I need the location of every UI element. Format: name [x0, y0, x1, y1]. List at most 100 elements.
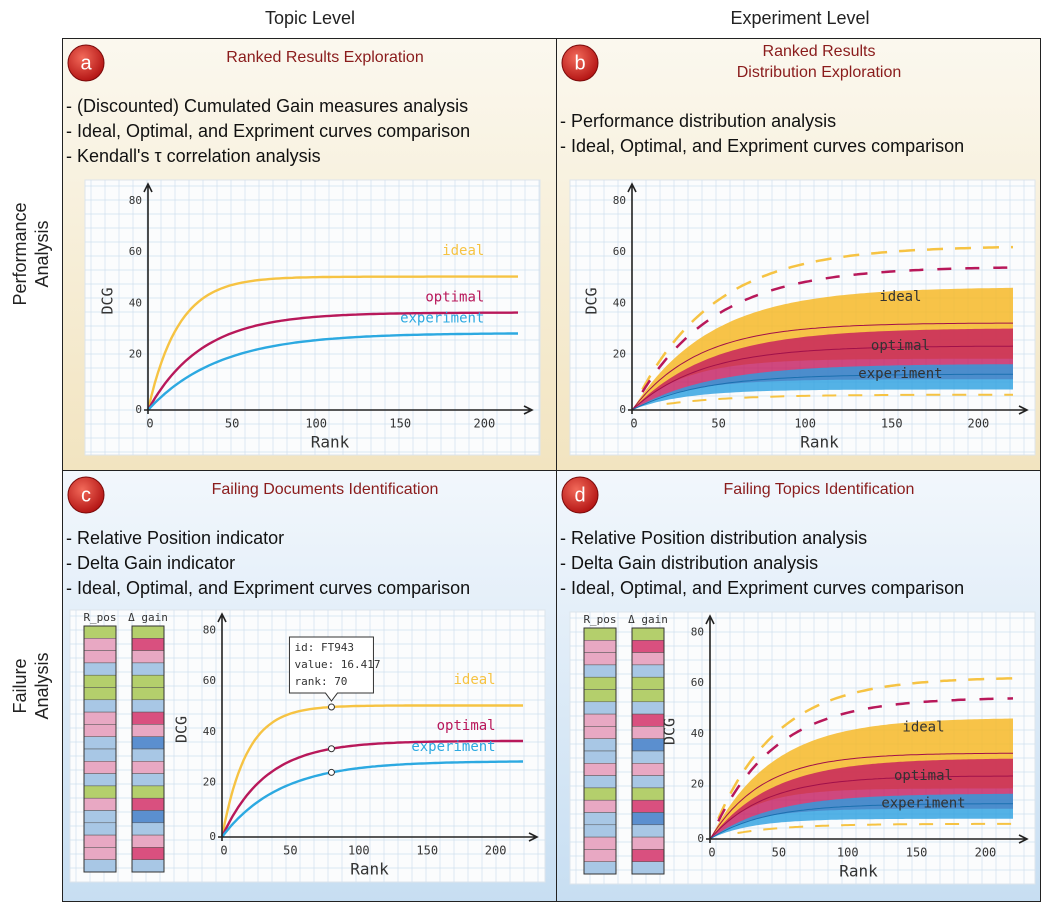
bullet: - Delta Gain distribution analysis: [560, 553, 818, 573]
indicator-column: [131, 625, 165, 873]
panel-title: Distribution Exploration: [737, 64, 902, 81]
sketch-curve: [147, 332, 518, 411]
curve-label: ideal: [453, 672, 495, 688]
indicator-cell: [131, 724, 165, 737]
sketch-curve: [146, 275, 518, 411]
indicator-cell: [583, 799, 617, 813]
column-header: Experiment Level: [730, 8, 869, 28]
bullet: - Relative Position distribution analysi…: [560, 528, 867, 548]
x-tick-label: 150: [881, 417, 903, 431]
indicator-cell: [83, 773, 117, 787]
indicator-cell: [631, 824, 665, 838]
indicator-cell: [631, 812, 665, 826]
indicator-cell: [583, 713, 617, 727]
row-header: Performance Analysis: [10, 202, 52, 305]
bullet: - Ideal, Optimal, and Expriment curves c…: [560, 578, 964, 598]
y-tick-label: 40: [203, 725, 216, 738]
indicator-cell: [583, 836, 617, 850]
sketch-curve: [146, 311, 518, 411]
panel-title: Ranked Results: [763, 43, 876, 60]
badge: [67, 44, 105, 82]
indicator-cell: [131, 773, 165, 787]
bound-dashed: [737, 822, 1013, 834]
x-tick-label: 150: [416, 844, 438, 858]
y-tick-label: 0: [697, 832, 704, 845]
bullet: - Ideal, Optimal, and Expriment curves c…: [560, 136, 964, 156]
indicator-cell: [131, 859, 165, 873]
y-axis: [217, 612, 227, 841]
y-axis: [705, 614, 715, 843]
x-axis-label: Rank: [350, 860, 389, 879]
y-tick-label: 20: [613, 348, 626, 361]
indicator-cell: [631, 713, 665, 727]
indicator-cell: [131, 674, 165, 688]
panel: b Ranked Results Distribution Exploration -…: [560, 43, 1036, 456]
curve-label: optimal: [437, 718, 496, 734]
indicator-cell: [631, 787, 665, 801]
x-tick-label: 200: [474, 417, 496, 431]
panel-title: Failing Documents Identification: [212, 481, 439, 498]
indicator-cell: [631, 750, 665, 764]
indicator-cell: [131, 711, 165, 725]
x-tick-label: 100: [794, 417, 816, 431]
curve-label: experiment: [400, 311, 484, 327]
tooltip-line: rank: 70: [294, 675, 347, 688]
indicator-cell: [583, 763, 617, 776]
indicator-cell: [131, 761, 165, 774]
indicator-cell: [631, 640, 665, 653]
indicator-cell: [583, 726, 617, 739]
indicator-cell: [131, 822, 165, 836]
x-axis: [218, 832, 539, 842]
y-axis-label: DCG: [173, 716, 191, 743]
indicator-cell: [131, 687, 165, 701]
y-tick-label: 80: [691, 626, 704, 639]
row-header-line: Analysis: [32, 220, 52, 287]
bullet: - Relative Position indicator: [66, 528, 284, 548]
x-tick-label: 150: [389, 417, 411, 431]
point-marker: [327, 745, 335, 753]
y-tick-label: 60: [129, 245, 142, 258]
indicator-cell: [631, 738, 665, 752]
y-tick-label: 60: [203, 674, 216, 687]
y-tick-label: 60: [691, 676, 704, 689]
y-tick-label: 20: [203, 775, 216, 788]
indicator-cell: [583, 775, 617, 789]
indicator-cell: [83, 625, 117, 639]
indicator-cell: [83, 736, 117, 750]
x-axis: [628, 405, 1029, 415]
x-axis-label: Rank: [839, 862, 878, 881]
indicator-cell: [583, 849, 617, 862]
indicator-cell: [83, 674, 117, 688]
indicator-cell: [583, 750, 617, 764]
indicator-column: [631, 627, 665, 875]
bullet: - Kendall's τ correlation analysis: [66, 146, 321, 166]
bound-dashed: [666, 393, 1013, 405]
indicator-cell: [131, 638, 165, 651]
indicator-cell: [83, 748, 117, 762]
indicator-cell: [131, 785, 165, 799]
indicator-cell: [83, 810, 117, 824]
indicator-cell: [583, 738, 617, 752]
indicator-cell: [631, 763, 665, 776]
x-tick-label: 200: [485, 844, 507, 858]
bar-header: R_pos: [83, 611, 116, 624]
indicator-cell: [83, 699, 117, 713]
y-tick-label: 80: [203, 624, 216, 637]
indicator-cell: [583, 627, 617, 641]
indicator-cell: [631, 775, 665, 789]
bound-dashed: [641, 245, 1014, 391]
sketch-curve: [221, 760, 523, 838]
y-tick-label: 0: [209, 830, 216, 843]
y-axis-label: DCG: [583, 287, 601, 314]
indicator-cell: [583, 640, 617, 653]
y-tick-label: 80: [129, 194, 142, 207]
point-marker: [327, 703, 335, 711]
panel-title: Failing Topics Identification: [724, 481, 915, 498]
y-tick-label: 20: [691, 777, 704, 790]
indicator-cell: [83, 834, 117, 848]
indicator-cell: [583, 787, 617, 801]
curve-label: experiment: [411, 739, 495, 755]
indicator-cell: [83, 650, 117, 664]
y-tick-label: 0: [619, 403, 626, 416]
x-tick-label: 50: [283, 844, 297, 858]
